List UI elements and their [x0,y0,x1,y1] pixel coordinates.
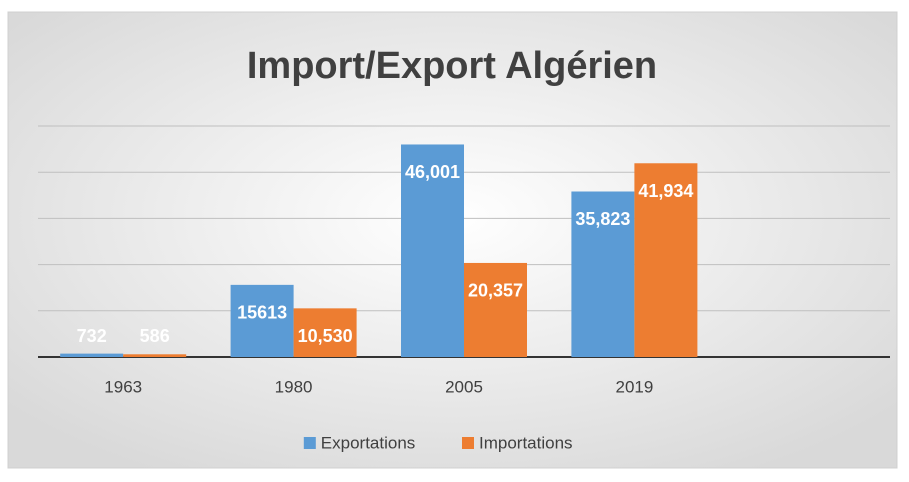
x-tick-label: 2019 [615,377,653,396]
bar [123,354,187,357]
data-label: 10,530 [298,326,353,346]
data-label: 20,357 [468,281,523,301]
bar [571,191,635,357]
legend-label: Importations [479,433,573,452]
data-label: 46,001 [405,162,460,182]
bar [60,353,124,357]
data-label: 35,823 [575,209,630,229]
x-tick-label: 1963 [104,377,142,396]
data-label: 586 [140,326,170,346]
x-tick-label: 2005 [445,377,483,396]
data-label: 41,934 [638,181,693,201]
legend-swatch [303,437,316,449]
data-label: 732 [77,326,107,346]
bar [401,144,464,357]
bar [464,262,527,357]
chart-title: Import/Export Algérien [247,45,657,87]
bar [293,308,357,357]
bar [230,284,294,357]
legend-swatch [462,437,474,449]
data-label: 15613 [237,303,287,323]
x-tick-label: 1980 [275,377,313,396]
legend-label: Exportations [321,433,416,452]
bar [634,163,698,357]
